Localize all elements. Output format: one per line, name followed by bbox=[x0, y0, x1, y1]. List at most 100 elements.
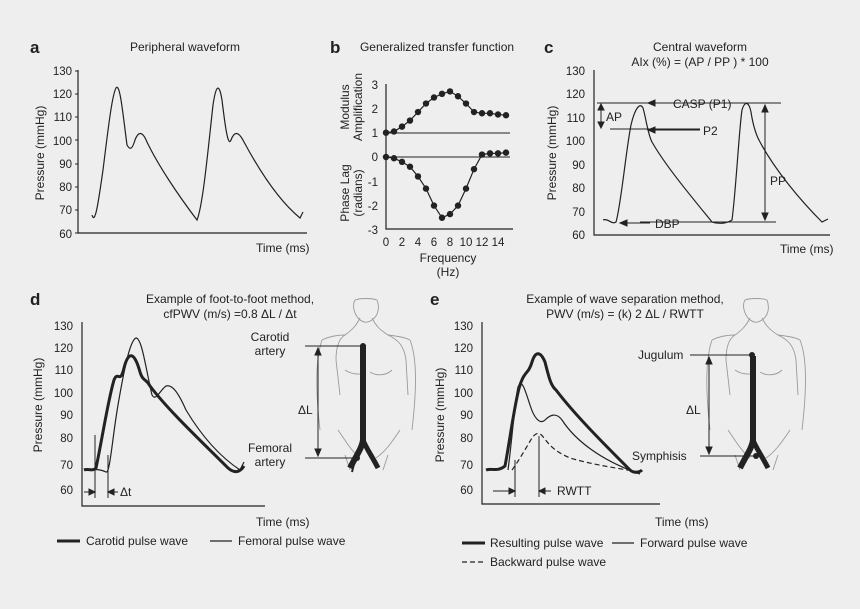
carotid-pulse-wave bbox=[83, 354, 246, 474]
modulus-point bbox=[430, 94, 438, 101]
panel-c: c Central waveform AIx (%) = (AP / PP ) … bbox=[544, 38, 834, 256]
ytick: 90 bbox=[460, 410, 473, 422]
phase-point bbox=[390, 155, 398, 162]
modulus-point bbox=[502, 112, 510, 119]
panel-a-xlabel: Time (ms) bbox=[256, 241, 310, 255]
ytick: 110 bbox=[567, 113, 585, 125]
panel-a: a Peripheral waveform Pressure (mmHg) 13… bbox=[30, 38, 310, 255]
ytick: -1 bbox=[368, 177, 378, 189]
femoral-label-2: artery bbox=[255, 455, 286, 469]
phase-point bbox=[406, 163, 414, 170]
xtick: 4 bbox=[415, 237, 422, 249]
panel-a-ylabel: Pressure (mmHg) bbox=[33, 106, 47, 201]
modulus-point bbox=[414, 108, 422, 116]
xtick: 8 bbox=[447, 237, 453, 249]
dbp-label: DBP bbox=[655, 217, 680, 231]
xtick: 10 bbox=[460, 237, 473, 249]
panel-b: b Generalized transfer function Modulus … bbox=[330, 38, 514, 279]
ytick: 90 bbox=[572, 160, 585, 172]
ytick: -3 bbox=[368, 225, 378, 237]
ytick: 70 bbox=[460, 460, 473, 472]
panel-c-axes bbox=[593, 70, 830, 236]
phase-point bbox=[430, 202, 438, 209]
panel-d-title: Example of foot-to-foot method, bbox=[146, 292, 314, 306]
rwtt-label: RWTT bbox=[557, 484, 592, 498]
dl-arrow-d bbox=[305, 345, 363, 459]
transfer-function-points bbox=[382, 88, 510, 221]
ytick: 120 bbox=[566, 89, 585, 101]
phase-line bbox=[385, 152, 507, 219]
panel-e-ylabel: Pressure (mmHg) bbox=[433, 368, 447, 463]
femoral-label-1: Femoral bbox=[248, 441, 292, 455]
ytick: 120 bbox=[53, 89, 72, 101]
ytick: 100 bbox=[566, 136, 585, 148]
ytick: 80 bbox=[59, 182, 72, 194]
phase-point bbox=[398, 158, 406, 166]
ytick: 100 bbox=[454, 388, 473, 400]
casp-label: CASP (P1) bbox=[673, 97, 731, 111]
resulting-pulse-wave bbox=[485, 352, 644, 474]
ytick: 90 bbox=[60, 410, 73, 422]
xtick: 0 bbox=[383, 237, 389, 249]
panel-c-label: c bbox=[544, 38, 553, 57]
jugulum-label: Jugulum bbox=[638, 348, 683, 362]
ytick: 130 bbox=[53, 66, 72, 78]
panel-a-tickmarks bbox=[75, 70, 78, 234]
ytick: 70 bbox=[60, 460, 73, 472]
panel-c-ylabel: Pressure (mmHg) bbox=[545, 106, 559, 201]
carotid-label-2: artery bbox=[255, 344, 286, 358]
aorta-path bbox=[347, 345, 381, 473]
rwtt-marker bbox=[493, 436, 551, 497]
modulus-point bbox=[398, 123, 406, 130]
ytick: 70 bbox=[59, 205, 72, 217]
modulus-point bbox=[486, 110, 494, 117]
panel-d-xlabel: Time (ms) bbox=[256, 515, 310, 529]
panel-b-ylabel-bottom-2: (radians) bbox=[351, 169, 365, 216]
xtick: 12 bbox=[476, 237, 489, 249]
panel-e-xlabel: Time (ms) bbox=[655, 515, 709, 529]
modulus-point bbox=[446, 88, 454, 95]
phase-point bbox=[438, 214, 446, 221]
panel-b-yticks: 3 2 1 0 -1 -2 -3 bbox=[368, 80, 378, 237]
phase-point bbox=[382, 153, 390, 161]
panel-b-title: Generalized transfer function bbox=[360, 40, 514, 54]
modulus-line bbox=[385, 90, 507, 134]
legend-resulting-label: Resulting pulse wave bbox=[490, 536, 604, 550]
dl-arrow-e bbox=[690, 354, 756, 457]
aorta-path bbox=[737, 356, 771, 470]
panel-b-xlabel-2: (Hz) bbox=[437, 265, 460, 279]
panel-b-xticks: 0 2 4 6 8 10 12 14 bbox=[383, 237, 505, 249]
ytick: 100 bbox=[53, 136, 72, 148]
phase-point bbox=[422, 185, 430, 192]
ytick: 120 bbox=[54, 343, 73, 355]
symphisis-label: Symphisis bbox=[632, 449, 687, 463]
xtick: 6 bbox=[431, 237, 437, 249]
forward-pulse-wave bbox=[507, 383, 641, 475]
phase-point bbox=[446, 210, 454, 218]
panel-c-annotations bbox=[597, 99, 781, 227]
ytick: 80 bbox=[60, 433, 73, 445]
panel-d-ylabel: Pressure (mmHg) bbox=[31, 358, 45, 453]
ap-label: AP bbox=[606, 110, 622, 124]
panel-d-formula: cfPWV (m/s) =0.8 ΔL / Δt bbox=[163, 307, 297, 321]
panel-d: d Example of foot-to-foot method, cfPWV … bbox=[30, 290, 416, 548]
ytick: 80 bbox=[460, 433, 473, 445]
panel-b-ylabel-top-2: Amplification bbox=[351, 73, 365, 141]
ytick: 60 bbox=[60, 485, 73, 497]
panel-b-ylabel-bottom-1: Phase Lag bbox=[338, 164, 352, 221]
phase-point bbox=[478, 151, 486, 158]
ytick: 80 bbox=[572, 183, 585, 195]
phase-point bbox=[502, 149, 510, 156]
panel-d-yticks: 130 120 110 100 90 80 70 60 bbox=[54, 321, 73, 497]
ytick: 130 bbox=[566, 66, 585, 78]
phase-point bbox=[414, 173, 422, 180]
ytick: 60 bbox=[59, 229, 72, 241]
dl-label-d: ΔL bbox=[298, 403, 313, 417]
panel-e-formula: PWV (m/s) = (k) 2 ΔL / RWTT bbox=[546, 307, 704, 321]
ytick: 90 bbox=[59, 159, 72, 171]
xtick: 2 bbox=[399, 237, 405, 249]
panel-a-yticks: 130 120 110 100 90 80 70 60 bbox=[53, 66, 72, 241]
phase-point bbox=[486, 150, 494, 157]
ytick: 120 bbox=[454, 343, 473, 355]
